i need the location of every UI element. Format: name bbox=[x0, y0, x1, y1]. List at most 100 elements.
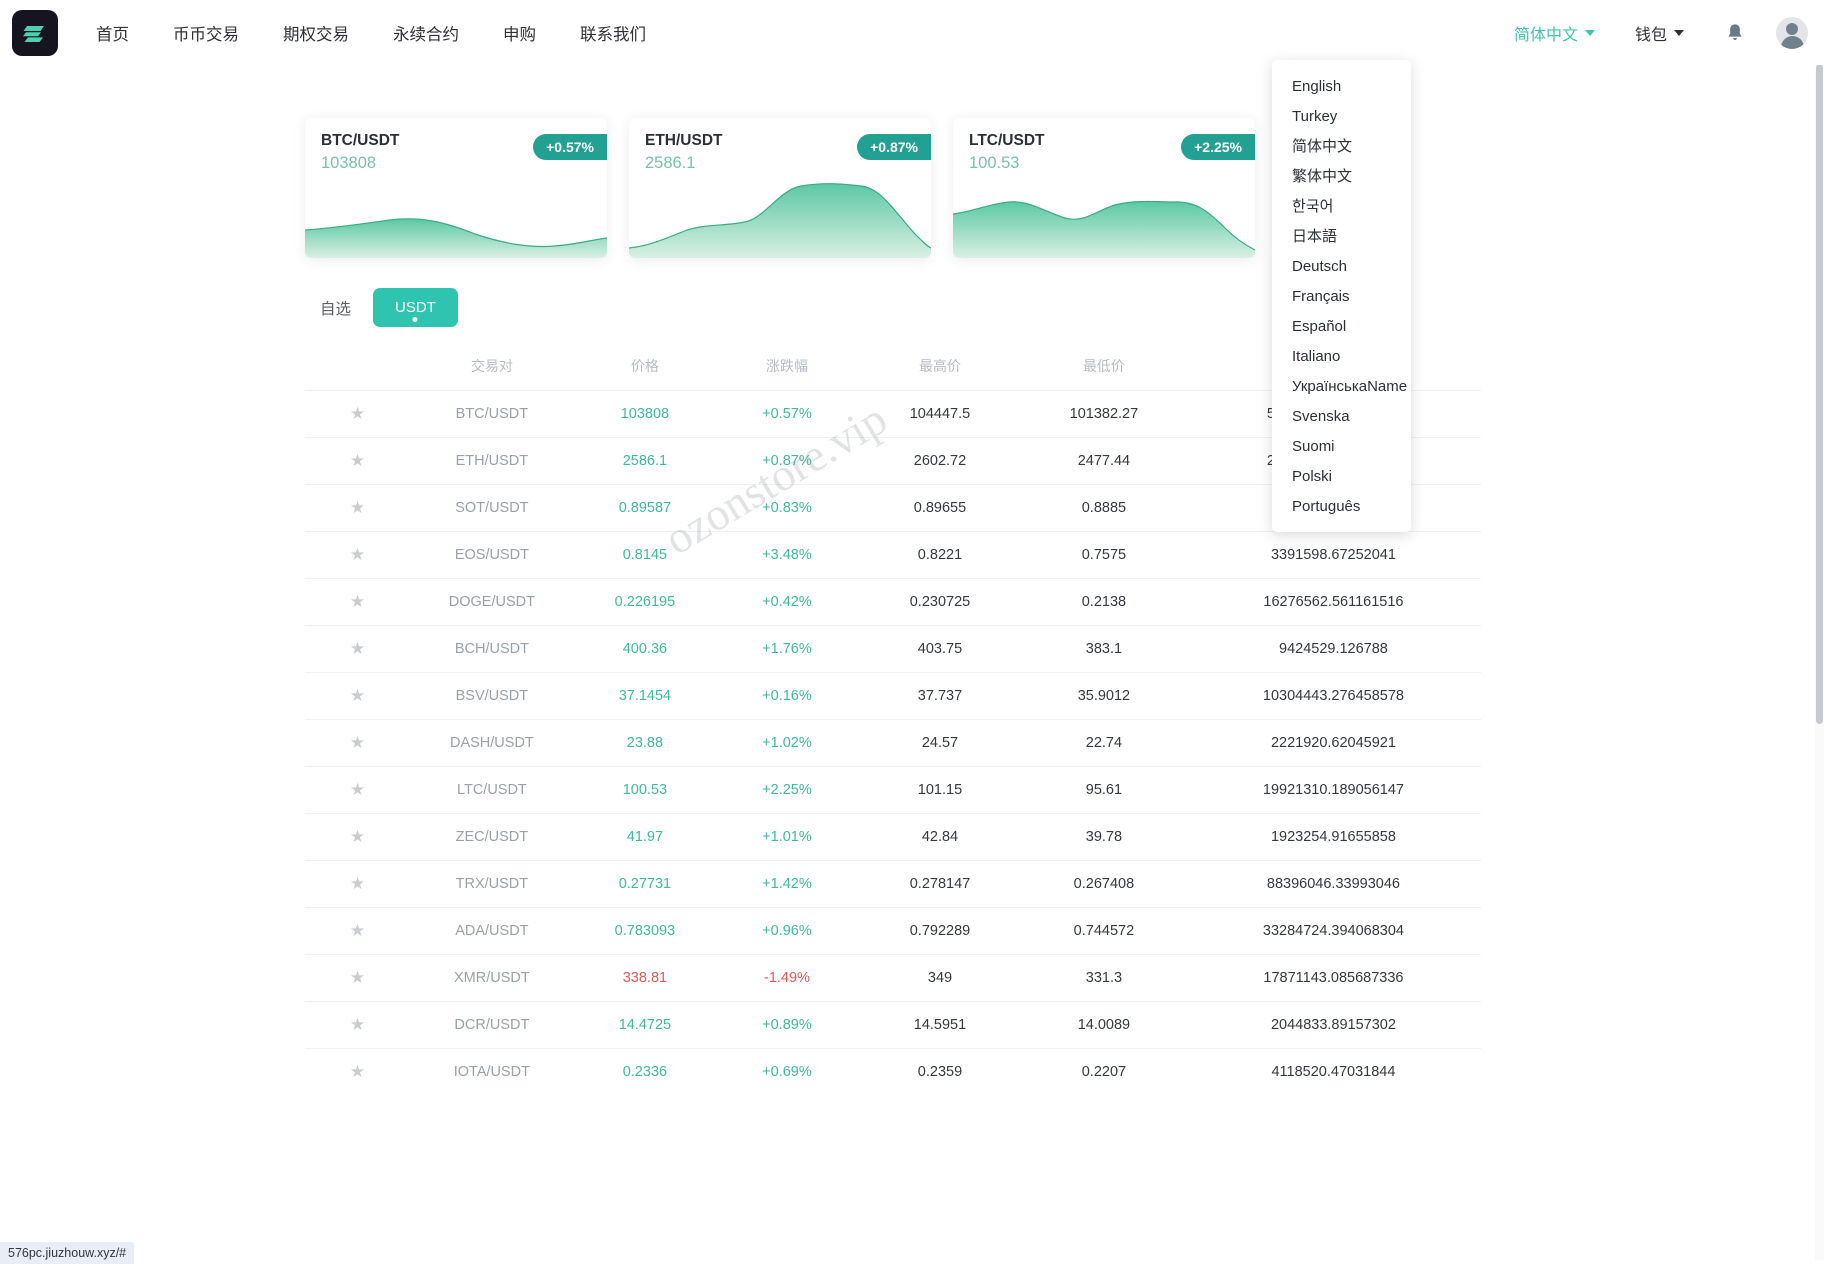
cell-pair: ETH/USDT bbox=[455, 453, 529, 469]
language-option-espanol[interactable]: Español bbox=[1292, 318, 1347, 335]
cell-change: +1.76% bbox=[762, 641, 812, 657]
favorite-star-icon[interactable]: ★ bbox=[349, 1015, 366, 1034]
table-row[interactable]: ★ DOGE/USDT 0.226195 +0.42% 0.230725 0.2138 16… bbox=[305, 578, 1481, 626]
favorite-star-icon[interactable]: ★ bbox=[349, 968, 366, 987]
language-option-italiano[interactable]: Italiano bbox=[1292, 348, 1341, 365]
language-option-svenska[interactable]: Svenska bbox=[1292, 408, 1350, 425]
page-scrollbar[interactable] bbox=[1815, 64, 1824, 1260]
market-table-container: 交易对 价格 涨跌幅 最高价 最低价 交易量 ★BTC/USDT103808+0… bbox=[0, 343, 1826, 1096]
favorite-star-icon[interactable]: ★ bbox=[349, 686, 366, 705]
ticker-card[interactable]: LTC/USDT 100.53 +2.25% bbox=[953, 118, 1255, 258]
cell-change: +3.48% bbox=[762, 547, 812, 563]
favorite-star-icon[interactable]: ★ bbox=[349, 451, 366, 470]
table-row[interactable]: ★ TRX/USDT 0.27731 +1.42% 0.278147 0.267408 88… bbox=[305, 860, 1481, 908]
language-option-francais[interactable]: Français bbox=[1292, 288, 1350, 305]
nav-item-purchase[interactable]: 申购 bbox=[503, 25, 536, 44]
cell-high: 37.737 bbox=[917, 688, 963, 704]
column-header-price[interactable]: 价格 bbox=[630, 358, 659, 374]
page-scrollbar-thumb[interactable] bbox=[1816, 64, 1823, 724]
notification-bell-icon[interactable] bbox=[1726, 23, 1744, 43]
user-avatar-icon[interactable] bbox=[1776, 16, 1808, 49]
table-row[interactable]: ★ DCR/USDT 14.4725 +0.89% 14.5951 14.0089 2044… bbox=[305, 1001, 1481, 1049]
ticker-card[interactable]: BTC/USDT 103808 +0.57% bbox=[305, 118, 607, 258]
language-option-portugues[interactable]: Português bbox=[1292, 498, 1361, 515]
cell-change: +1.42% bbox=[762, 876, 812, 892]
wallet-menu[interactable]: 钱包 bbox=[1635, 21, 1684, 45]
column-header-low[interactable]: 最低价 bbox=[1082, 358, 1125, 374]
cell-price: 0.27731 bbox=[618, 876, 672, 892]
table-row[interactable]: ★ ZEC/USDT 41.97 +1.01% 42.84 39.78 1923254.91… bbox=[305, 813, 1481, 861]
cell-price: 338.81 bbox=[622, 970, 668, 986]
cell-pair: DOGE/USDT bbox=[448, 594, 535, 610]
favorite-star-icon[interactable]: ★ bbox=[349, 874, 366, 893]
table-row[interactable]: ★ BCH/USDT 400.36 +1.76% 403.75 383.1 9424529.… bbox=[305, 625, 1481, 673]
favorite-star-icon[interactable]: ★ bbox=[349, 1062, 366, 1082]
market-tab-usdt[interactable]: USDT bbox=[373, 288, 458, 327]
cell-high: 101.15 bbox=[917, 782, 963, 798]
favorite-star-icon[interactable]: ★ bbox=[349, 827, 366, 846]
exchange-logo-icon bbox=[23, 25, 44, 42]
cell-high: 14.5951 bbox=[913, 1017, 967, 1033]
language-option-suomi[interactable]: Suomi bbox=[1292, 438, 1335, 455]
language-option-english[interactable]: English bbox=[1292, 78, 1342, 95]
page-content: BTC/USDT 103808 +0.57% ETH/USDT 2586.1 bbox=[0, 65, 1826, 1096]
favorite-star-icon[interactable]: ★ bbox=[349, 733, 366, 752]
market-table-body: ★BTC/USDT103808+0.57%104447.5101382.2754… bbox=[305, 390, 1481, 1096]
cell-change: +0.89% bbox=[762, 1017, 812, 1033]
cell-pair: BTC/USDT bbox=[455, 406, 529, 422]
favorite-star-icon[interactable]: ★ bbox=[349, 921, 366, 940]
language-option-zh-cn[interactable]: 简体中文 bbox=[1292, 138, 1353, 155]
cell-volume: 16276562.561161516 bbox=[1263, 594, 1404, 610]
favorite-star-icon[interactable]: ★ bbox=[349, 545, 366, 564]
favorite-star-icon[interactable]: ★ bbox=[349, 639, 366, 658]
app-header: 首页 币币交易 期权交易 永续合约 申购 联系我们 简体中文 钱包 bbox=[0, 0, 1826, 65]
language-selector[interactable]: 简体中文 bbox=[1514, 21, 1595, 45]
table-row[interactable]: ★ DASH/USDT 23.88 +1.02% 24.57 22.74 2221920.6… bbox=[305, 719, 1481, 767]
table-row[interactable]: ★ LTC/USDT 100.53 +2.25% 101.15 95.61 19921310… bbox=[305, 766, 1481, 814]
nav-item-contact[interactable]: 联系我们 bbox=[580, 25, 646, 44]
cell-price: 0.226195 bbox=[614, 594, 676, 610]
column-header-change[interactable]: 涨跌幅 bbox=[765, 358, 808, 374]
language-option-polski[interactable]: Polski bbox=[1292, 468, 1333, 485]
table-row[interactable]: ★ EOS/USDT 0.8145 +3.48% 0.8221 0.7575 3391598… bbox=[305, 531, 1481, 579]
nav-item-home[interactable]: 首页 bbox=[96, 25, 129, 44]
favorite-star-icon[interactable]: ★ bbox=[349, 592, 366, 611]
nav-item-perpetual[interactable]: 永续合约 bbox=[393, 25, 459, 44]
favorites-filter[interactable]: 自选 bbox=[320, 300, 352, 318]
nav-item-spot[interactable]: 币币交易 bbox=[173, 25, 239, 44]
ticker-card-price: 2586.1 bbox=[645, 154, 696, 172]
cell-low: 35.9012 bbox=[1077, 688, 1131, 704]
ticker-card-pair: ETH/USDT bbox=[645, 132, 723, 149]
site-logo[interactable] bbox=[12, 9, 58, 56]
cell-pair: ADA/USDT bbox=[455, 923, 529, 939]
ticker-card-change-badge: +0.57% bbox=[533, 134, 607, 160]
language-option-zh-tw[interactable]: 繁体中文 bbox=[1292, 168, 1353, 185]
ticker-card[interactable]: ETH/USDT 2586.1 +0.87% bbox=[629, 118, 931, 258]
cell-volume: 3391598.67252041 bbox=[1270, 547, 1396, 563]
language-dropdown-menu: English Turkey 简体中文 繁体中文 한국어 日本語 Deutsch… bbox=[1272, 60, 1411, 532]
cell-high: 0.792289 bbox=[909, 923, 971, 939]
cell-pair: SOT/USDT bbox=[455, 500, 529, 516]
language-option-japanese[interactable]: 日本語 bbox=[1292, 228, 1338, 245]
favorite-star-icon[interactable]: ★ bbox=[349, 404, 366, 423]
cell-high: 2602.72 bbox=[913, 453, 967, 469]
column-header-high[interactable]: 最高价 bbox=[918, 358, 961, 374]
cell-volume: 10304443.276458578 bbox=[1262, 688, 1404, 704]
column-header-pair[interactable]: 交易对 bbox=[470, 358, 513, 374]
nav-item-options[interactable]: 期权交易 bbox=[283, 25, 349, 44]
favorite-star-icon[interactable]: ★ bbox=[349, 498, 366, 517]
favorite-star-icon[interactable]: ★ bbox=[349, 780, 366, 799]
language-option-korean[interactable]: 한국어 bbox=[1292, 198, 1334, 215]
table-row[interactable]: ★ XMR/USDT 338.81 -1.49% 349 331.3 17871143.08… bbox=[305, 954, 1481, 1002]
language-option-turkey[interactable]: Turkey bbox=[1292, 108, 1338, 125]
language-option-ukrainian[interactable]: УкраїнськаName bbox=[1292, 378, 1408, 395]
cell-low: 0.7575 bbox=[1081, 547, 1127, 563]
cell-pair: LTC/USDT bbox=[456, 782, 527, 798]
language-option-deutsch[interactable]: Deutsch bbox=[1292, 258, 1348, 275]
cell-change: -1.49% bbox=[764, 970, 810, 986]
table-row[interactable]: ★ SOT/USDT 0.89587 +0.83% 0.89655 0.8885 bbox=[305, 484, 1481, 532]
table-row[interactable]: ★ IOTA/USDT 0.2336 +0.69% 0.2359 0.2207 411852… bbox=[305, 1048, 1481, 1096]
cell-change: +2.25% bbox=[762, 782, 812, 798]
table-row[interactable]: ★ BSV/USDT 37.1454 +0.16% 37.737 35.9012 10304… bbox=[305, 672, 1481, 720]
table-row[interactable]: ★ ADA/USDT 0.783093 +0.96% 0.792289 0.744572 3… bbox=[305, 907, 1481, 955]
